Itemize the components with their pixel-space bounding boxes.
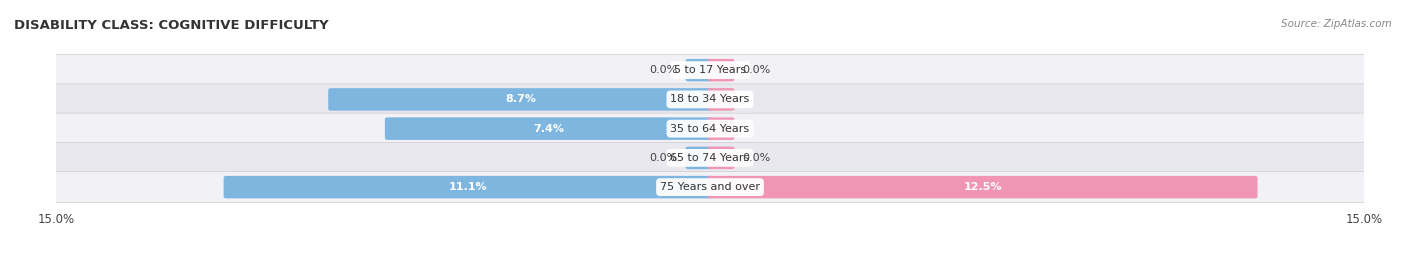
FancyBboxPatch shape [53, 55, 1367, 86]
FancyBboxPatch shape [707, 88, 734, 111]
FancyBboxPatch shape [707, 147, 734, 169]
FancyBboxPatch shape [707, 176, 1257, 198]
Text: 0.0%: 0.0% [650, 65, 678, 75]
Text: DISABILITY CLASS: COGNITIVE DIFFICULTY: DISABILITY CLASS: COGNITIVE DIFFICULTY [14, 19, 329, 32]
Text: Source: ZipAtlas.com: Source: ZipAtlas.com [1281, 19, 1392, 29]
FancyBboxPatch shape [224, 176, 713, 198]
FancyBboxPatch shape [328, 88, 713, 111]
Text: 0.0%: 0.0% [650, 153, 678, 163]
Text: 0.0%: 0.0% [742, 65, 770, 75]
FancyBboxPatch shape [686, 147, 713, 169]
Text: 11.1%: 11.1% [449, 182, 488, 192]
Text: 8.7%: 8.7% [505, 94, 536, 105]
FancyBboxPatch shape [53, 172, 1367, 203]
Text: 75 Years and over: 75 Years and over [659, 182, 761, 192]
FancyBboxPatch shape [707, 59, 734, 81]
Text: 65 to 74 Years: 65 to 74 Years [671, 153, 749, 163]
Text: 5 to 17 Years: 5 to 17 Years [673, 65, 747, 75]
FancyBboxPatch shape [53, 142, 1367, 173]
Text: 35 to 64 Years: 35 to 64 Years [671, 124, 749, 134]
Text: 12.5%: 12.5% [963, 182, 1001, 192]
Text: 18 to 34 Years: 18 to 34 Years [671, 94, 749, 105]
FancyBboxPatch shape [385, 117, 713, 140]
Text: 0.0%: 0.0% [742, 153, 770, 163]
FancyBboxPatch shape [707, 117, 734, 140]
FancyBboxPatch shape [686, 59, 713, 81]
FancyBboxPatch shape [53, 84, 1367, 115]
FancyBboxPatch shape [53, 113, 1367, 144]
Text: 7.4%: 7.4% [533, 124, 564, 134]
